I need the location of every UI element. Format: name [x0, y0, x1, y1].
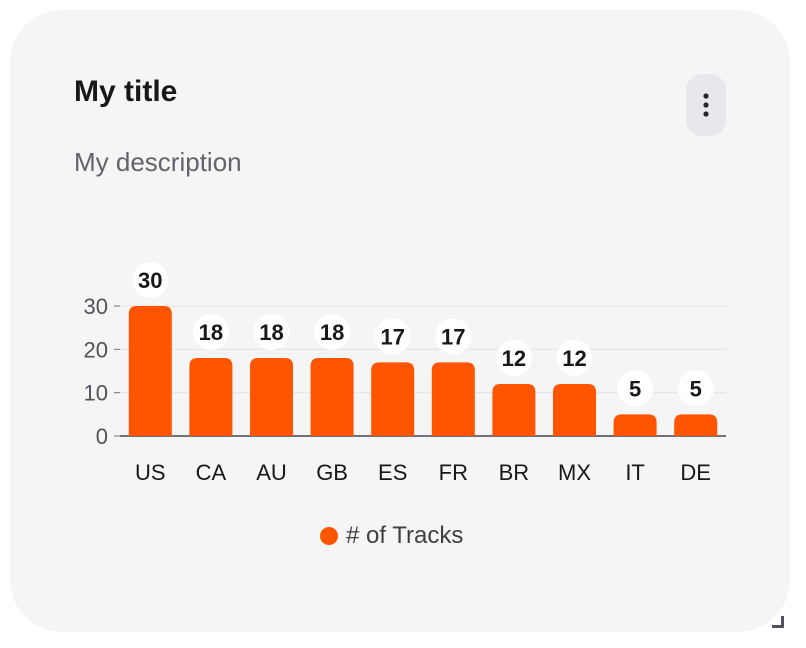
data-label-badge	[556, 340, 593, 376]
x-tick-label: CA	[196, 460, 227, 485]
x-tick-label: ES	[378, 460, 407, 485]
chart-card: My title My description 0 10 20 30 30 US 18 CA 1…	[10, 10, 790, 632]
data-label-badge	[132, 262, 169, 298]
x-tick-label: IT	[625, 460, 645, 485]
x-tick-label: AU	[256, 460, 287, 485]
data-label-badge	[435, 318, 472, 355]
more-vertical-icon	[703, 93, 709, 117]
data-label: 5	[629, 376, 641, 401]
x-tick-label: MX	[558, 460, 591, 485]
data-label: 18	[259, 320, 283, 345]
data-label-badge	[617, 370, 654, 407]
bar[interactable]	[674, 414, 718, 436]
y-tick-label: 30	[84, 294, 108, 319]
data-label: 12	[502, 346, 526, 371]
legend[interactable]: # of Tracks	[320, 522, 463, 550]
data-label-badge	[314, 314, 351, 350]
bar[interactable]	[371, 362, 415, 436]
data-label: 12	[562, 346, 586, 371]
card-description: My description	[74, 147, 242, 177]
bar[interactable]	[492, 384, 536, 436]
x-tick-label: BR	[499, 460, 530, 485]
bar[interactable]	[310, 358, 354, 436]
bar[interactable]	[189, 358, 233, 436]
y-tick-label: 10	[84, 381, 108, 406]
data-label-badge	[374, 318, 411, 355]
bar-chart: 0 10 20 30 30 US 18 CA 18 AU 18 GB 17 ES 17 FR 12 BR 12 MX 5…	[84, 262, 726, 485]
card-title: My title	[74, 75, 178, 108]
data-label: 18	[199, 320, 223, 345]
resize-handle[interactable]	[772, 616, 784, 628]
data-label-badge	[677, 370, 714, 407]
bar[interactable]	[553, 384, 596, 436]
data-label: 18	[320, 320, 344, 345]
data-label: 17	[380, 324, 404, 349]
data-label: 30	[138, 268, 162, 293]
bar[interactable]	[250, 358, 293, 436]
x-tick-label: US	[135, 460, 166, 485]
x-tick-label: FR	[439, 460, 468, 485]
data-label: 5	[690, 376, 702, 401]
x-tick-label: GB	[316, 460, 348, 485]
x-tick-label: DE	[680, 460, 711, 485]
data-label: 17	[441, 324, 465, 349]
data-label-badge	[253, 314, 290, 350]
y-tick-label: 20	[84, 337, 108, 362]
y-tick-label: 0	[96, 424, 108, 449]
bar[interactable]	[431, 362, 475, 436]
legend-label: # of Tracks	[346, 522, 464, 549]
data-label-badge	[192, 314, 229, 350]
bar[interactable]	[613, 414, 657, 436]
more-options-button[interactable]	[686, 74, 726, 136]
data-label-badge	[495, 340, 532, 376]
legend-swatch	[320, 527, 338, 545]
bar[interactable]	[128, 306, 172, 436]
